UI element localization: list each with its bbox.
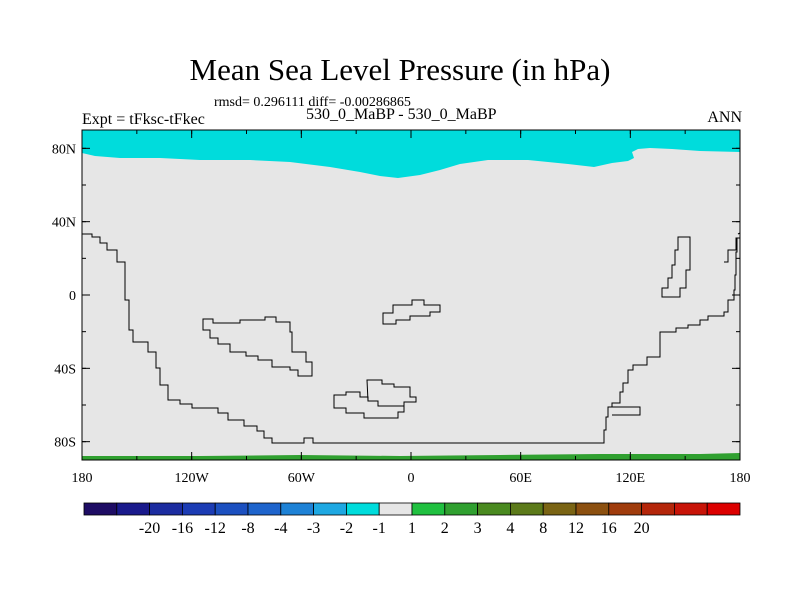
x-tick-label: 180 [72,471,93,486]
y-tick-label: 80N [52,142,76,157]
colorbar-box [542,502,577,516]
colorbar-label: -16 [172,520,193,537]
x-tick-label: 120E [616,471,646,486]
colorbar-label: 2 [441,520,449,537]
colorbar-box [181,502,216,516]
colorbar-box [674,502,708,516]
y-axis-ticks: 80N 40N 0 40S 80S [52,142,740,451]
colorbar-label: 20 [634,520,650,537]
colorbar-box [345,502,380,516]
season-label: ANN [707,109,742,126]
colorbar-box [378,502,413,516]
coast-island-3 [333,391,405,419]
y-tick-label: 0 [69,289,76,304]
colorbar-box [83,502,118,516]
y-tick-label: 80S [54,436,76,451]
colorbar-label: -1 [373,520,386,537]
case-label: 530_0_MaBP - 530_0_MaBP [306,106,497,123]
experiment-label: Expt = tFksc-tFkec [82,111,205,128]
colorbar-box [575,502,610,516]
colorbar-box [116,502,151,516]
colorbar-box [444,502,478,516]
coast-island-1 [382,299,441,325]
colorbar-label: 16 [601,520,617,537]
colorbar-label: 3 [474,520,482,537]
colorbar-label: -2 [340,520,353,537]
colorbar-box [608,502,642,516]
colorbar-label: -3 [307,520,320,537]
y-tick-label: 40S [54,362,76,377]
coast-americas [82,233,741,444]
colorbar-box [280,502,314,516]
colorbar-box [214,502,249,516]
colorbar-box [247,502,282,516]
colorbar-label: -8 [241,520,254,537]
colorbar-label: -12 [205,520,226,537]
colorbar-label: -20 [139,520,160,537]
colorbar-label: 1 [408,520,416,537]
coast-japan [661,236,691,298]
coast-ocean-basin [612,406,641,416]
stats-line: rmsd= 0.296111 diff= -0.00286865 [214,95,411,110]
colorbar-label: 12 [568,520,584,537]
colorbar-box [706,502,741,516]
x-tick-label: 60W [288,471,316,486]
colorbar-box [641,502,675,516]
y-tick-label: 40N [52,216,76,231]
arctic-region [82,130,740,178]
colorbar-box [411,502,446,516]
coast-africa [202,316,313,377]
colorbar-box [477,502,511,516]
colorbar-box [149,502,183,516]
colorbar-label: -4 [274,520,287,537]
x-tick-label: 0 [408,471,415,486]
colorbar-labels: -20 -16 -12 -8 -4 -3 -2 -1 1 2 3 4 8 12 16 20 [139,520,650,537]
colorbar-label: 4 [506,520,514,537]
colorbar-box [509,502,544,516]
coast-east-asia [724,237,740,263]
colorbar-boxes [83,502,741,516]
colorbar-label: 8 [539,520,547,537]
colorbar-box [313,502,347,516]
x-tick-label: 120W [175,471,210,486]
x-tick-label: 180 [730,471,751,486]
x-axis-ticks: 180 120W 60W 0 60E 120E 180 [72,130,751,486]
x-tick-label: 60E [509,471,532,486]
chart-title: Mean Sea Level Pressure (in hPa) [189,52,611,87]
